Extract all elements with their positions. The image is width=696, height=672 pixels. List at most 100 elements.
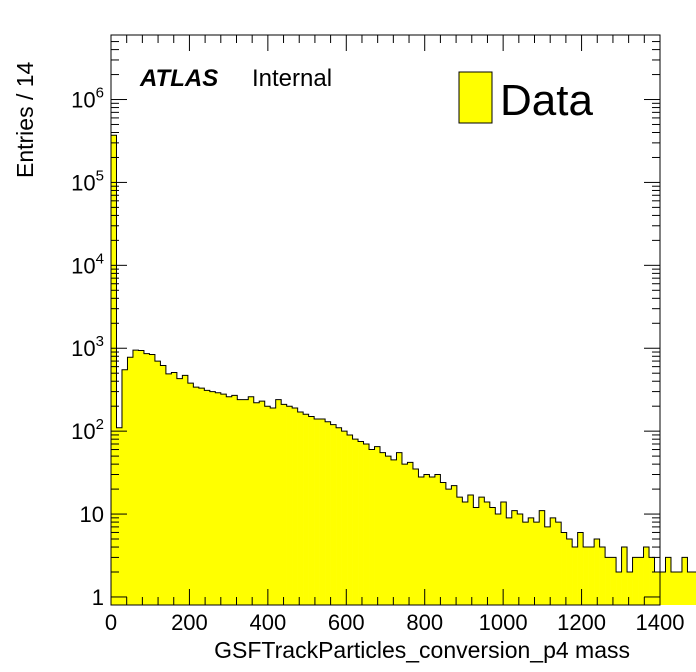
histogram-bar: [204, 390, 211, 605]
histogram-bar: [325, 421, 331, 605]
plot-area: [110, 134, 696, 605]
histogram-bar: [440, 482, 447, 605]
histogram-bar: [336, 427, 342, 605]
histogram-bar: [215, 392, 222, 605]
atlas-label: ATLAS: [139, 65, 218, 92]
x-tick-label: 600: [328, 610, 365, 635]
histogram-bar: [352, 439, 359, 605]
histogram-bar: [456, 497, 463, 605]
histogram-bar: [270, 408, 276, 605]
histogram-bar: [286, 406, 293, 605]
histogram-bar: [528, 517, 535, 605]
histogram-bar: [577, 532, 584, 605]
histogram-bar: [132, 350, 139, 605]
histogram-bar: [407, 462, 414, 605]
x-tick-labels: 0 200 400 600 800 1000 1200 1400: [105, 610, 685, 635]
histogram-bar: [319, 419, 326, 605]
histogram-bar: [654, 572, 661, 605]
histogram-bar: [341, 431, 348, 605]
histogram-bar: [583, 547, 589, 605]
histogram-bar: [665, 557, 672, 605]
legend-swatch: [458, 71, 493, 124]
histogram-bar: [511, 510, 518, 605]
histogram-bar: [193, 387, 200, 605]
histogram-bar: [160, 365, 167, 605]
histogram-bar: [670, 572, 677, 605]
y-axis-label: Entries / 14: [12, 61, 38, 178]
histogram-bar: [418, 476, 425, 605]
internal-label: Internal: [252, 65, 332, 92]
histogram-bar: [187, 383, 194, 605]
plot-frame: [110, 34, 661, 606]
histogram-bar: [467, 494, 474, 605]
histogram-bar: [627, 572, 633, 605]
histogram-bar: [127, 357, 134, 605]
histogram-bar: [517, 514, 524, 605]
y-tick-label: 102: [71, 416, 104, 444]
histogram-outline: [110, 134, 696, 605]
histogram-bar: [111, 135, 117, 605]
histogram-bar: [594, 539, 600, 605]
histogram-bar: [561, 532, 567, 605]
axis-ticks: [110, 34, 661, 605]
histogram-bar: [588, 547, 595, 605]
histogram-bar: [605, 557, 611, 605]
histogram-bar: [692, 572, 696, 605]
x-tick-label: 1000: [479, 610, 528, 635]
histogram-bar: [396, 452, 403, 605]
histogram-bar: [681, 557, 688, 605]
histogram-bar: [330, 424, 337, 605]
histogram-bar: [550, 517, 556, 605]
histogram-bar: [478, 497, 485, 605]
histogram-bar: [632, 557, 639, 605]
histogram-bar: [385, 456, 392, 605]
histogram-bar: [176, 378, 183, 605]
histogram-bar: [143, 353, 150, 605]
histogram-bar: [473, 507, 480, 605]
histogram-bar: [154, 361, 161, 605]
y-tick-label: 104: [71, 250, 104, 278]
histogram-bar: [638, 557, 644, 605]
histogram-bar: [209, 391, 216, 605]
histogram-bar: [544, 526, 551, 605]
histogram-bar: [237, 399, 244, 605]
histogram-bar: [687, 572, 694, 605]
histogram-bar: [412, 468, 419, 605]
y-tick-label: 1: [92, 585, 104, 610]
histogram-bar: [621, 547, 628, 605]
histogram-bar: [220, 394, 227, 605]
histogram-bar: [226, 396, 233, 605]
histogram-bar: [275, 399, 282, 605]
x-tick-label: 1200: [557, 610, 606, 635]
histogram-bar: [495, 514, 502, 605]
histogram-bar: [429, 476, 436, 605]
histogram-bar: [358, 441, 364, 605]
histogram-bar: [643, 547, 650, 605]
histogram-bar: [423, 474, 430, 605]
histogram-bar: [572, 547, 578, 605]
histogram-bar: [484, 501, 491, 605]
y-tick-labels: 1 10 102 103 104 105 106: [71, 85, 104, 610]
histogram-bar: [259, 401, 266, 605]
histogram-bar: [610, 557, 617, 605]
y-tick-label: 10: [80, 502, 104, 527]
histogram-bar: [242, 399, 249, 605]
histogram-bar: [506, 517, 513, 605]
histogram-bar: [533, 522, 540, 605]
histogram-bar: [599, 547, 606, 605]
legend-entry-label: Data: [500, 76, 593, 125]
histogram-bar: [303, 414, 309, 605]
histogram-bar: [253, 402, 260, 605]
histogram-bar: [539, 510, 546, 605]
histogram-bar: [264, 406, 271, 605]
histogram-bar: [369, 449, 375, 605]
x-tick-label: 0: [105, 610, 117, 635]
histogram-bar: [434, 474, 441, 605]
histogram-bar: [500, 501, 507, 605]
histogram-bar: [314, 419, 320, 605]
histogram-bar: [248, 396, 255, 605]
x-tick-label: 1400: [636, 610, 685, 635]
histogram-bar: [297, 412, 304, 605]
histogram-bar: [555, 522, 562, 605]
